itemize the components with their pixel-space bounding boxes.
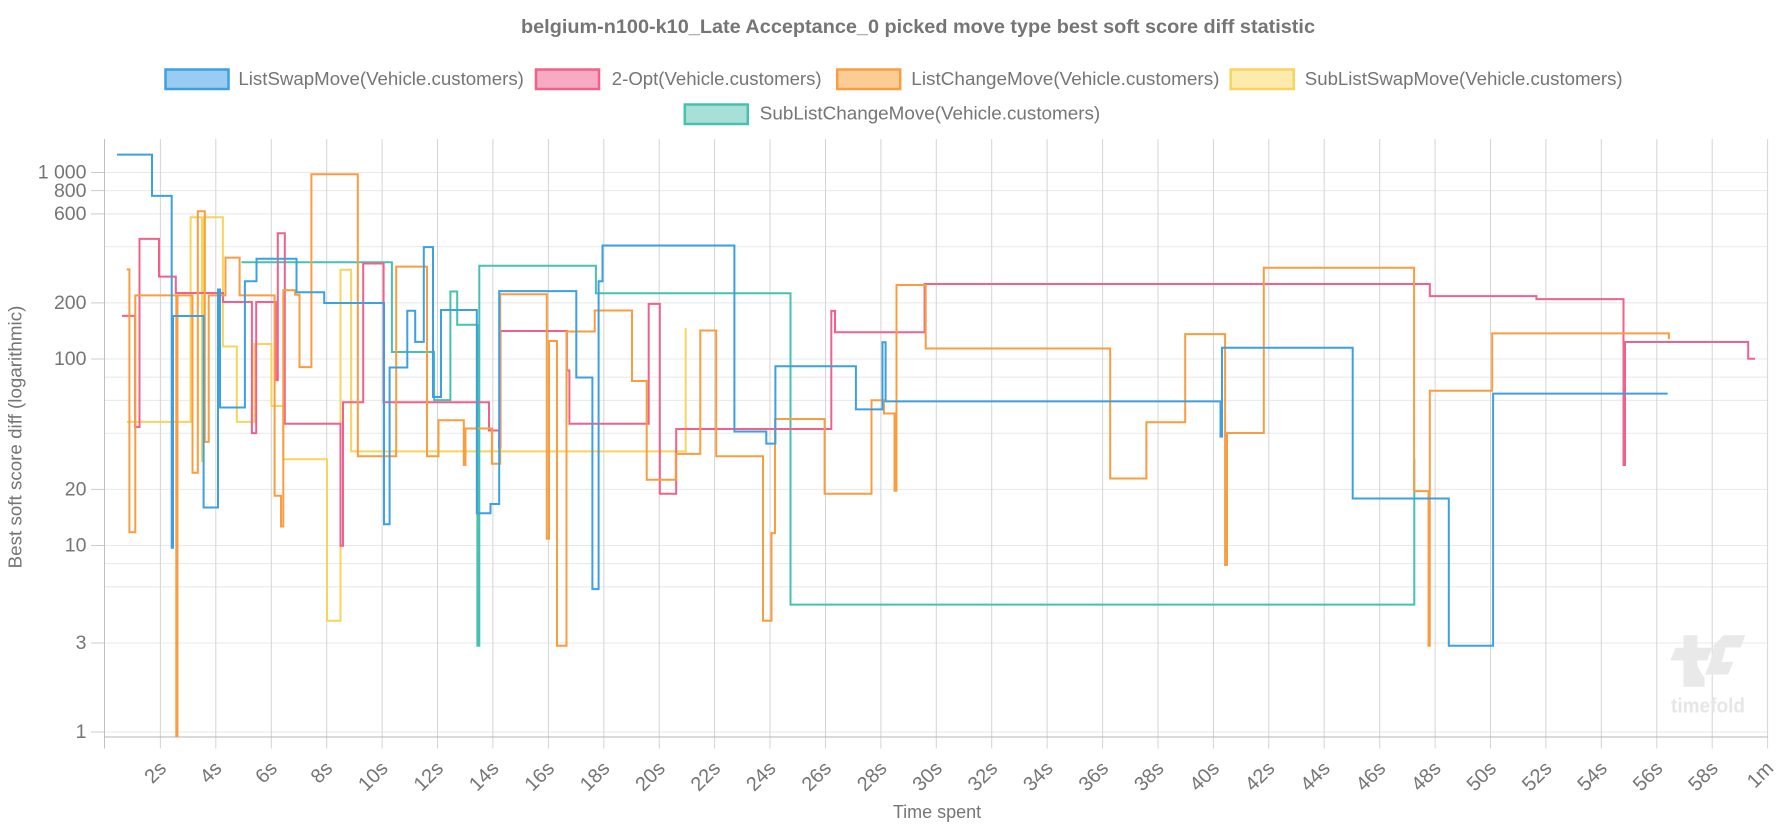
svg-text:Best soft score diff (logarith: Best soft score diff (logarithmic): [5, 306, 26, 569]
svg-text:ListSwapMove(Vehicle.customers: ListSwapMove(Vehicle.customers): [238, 69, 524, 89]
svg-text:600: 600: [54, 203, 87, 225]
svg-text:800: 800: [54, 180, 87, 202]
svg-text:belgium-n100-k10_Late Acceptan: belgium-n100-k10_Late Acceptance_0 picke…: [521, 17, 1315, 38]
svg-text:200: 200: [54, 292, 87, 314]
svg-text:Time spent: Time spent: [893, 802, 981, 822]
svg-text:3: 3: [76, 632, 87, 654]
svg-text:10: 10: [65, 535, 87, 557]
svg-text:2-Opt(Vehicle.customers): 2-Opt(Vehicle.customers): [612, 69, 822, 89]
svg-text:SubListSwapMove(Vehicle.custom: SubListSwapMove(Vehicle.customers): [1305, 69, 1623, 89]
svg-text:1: 1: [76, 721, 87, 743]
svg-text:timefold: timefold: [1671, 696, 1745, 718]
svg-text:20: 20: [65, 479, 87, 501]
svg-text:SubListChangeMove(Vehicle.cust: SubListChangeMove(Vehicle.customers): [760, 104, 1100, 124]
svg-text:ListChangeMove(Vehicle.custome: ListChangeMove(Vehicle.customers): [911, 69, 1219, 89]
svg-text:1 000: 1 000: [38, 162, 87, 184]
svg-text:100: 100: [54, 348, 87, 370]
